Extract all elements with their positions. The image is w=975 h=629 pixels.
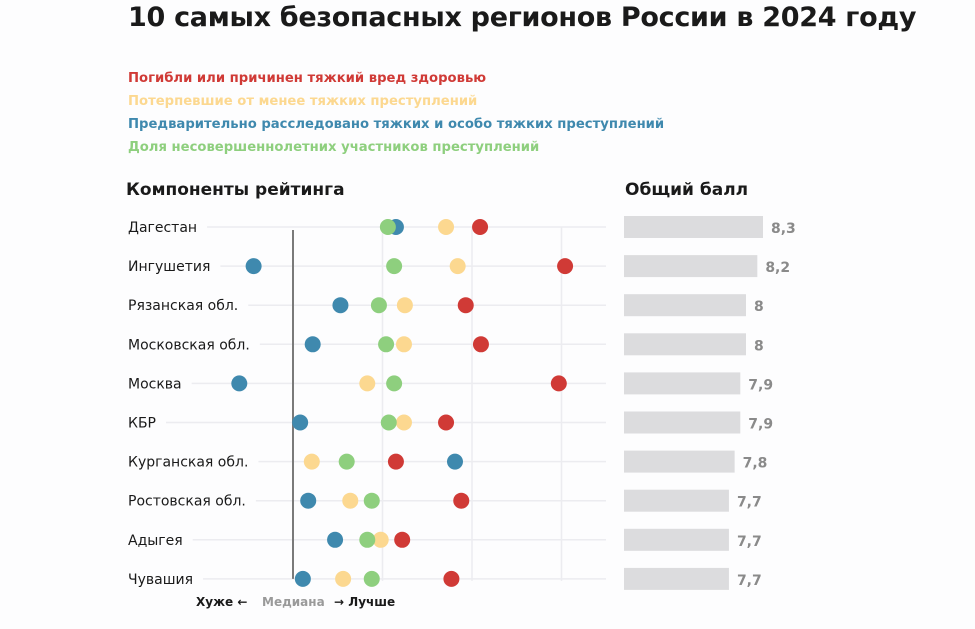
data-point (363, 492, 380, 509)
score-label: 7,8 (743, 456, 768, 472)
score-label: 7,9 (748, 377, 773, 393)
score-label: 8 (754, 299, 764, 315)
data-point (372, 531, 389, 548)
score-bar (624, 489, 729, 512)
data-point (438, 414, 455, 431)
score-label: 7,9 (748, 417, 773, 433)
data-point (300, 492, 317, 509)
legend-item-killed: Погибли или причинен тяжкий вред здоровь… (128, 71, 487, 86)
score-bar (624, 333, 746, 356)
score-label: 8,3 (771, 221, 796, 237)
score-bar (624, 372, 741, 395)
chart-title: 10 самых безопасных регионов России в 20… (128, 2, 917, 33)
data-point (245, 258, 262, 275)
score-label: 7,7 (737, 573, 762, 589)
data-point (446, 453, 463, 470)
axis-note-median: Медиана (262, 595, 325, 609)
score-label: 7,7 (737, 534, 762, 550)
score-bar (624, 411, 741, 434)
data-point (327, 531, 344, 548)
legend-item-minors: Доля несовершеннолетних участников прест… (128, 140, 540, 155)
data-point (394, 531, 411, 548)
data-point (380, 414, 397, 431)
data-point (363, 570, 380, 587)
score-bar (624, 255, 758, 278)
data-point (395, 414, 412, 431)
score-bar (624, 567, 729, 590)
score-bar (624, 216, 763, 238)
components-heading: Компоненты рейтинга (126, 180, 345, 200)
data-point (386, 375, 403, 392)
row-label: Дагестан (128, 220, 197, 236)
data-point (335, 570, 352, 587)
data-point (457, 297, 474, 314)
data-point (304, 336, 321, 353)
data-point (557, 258, 574, 275)
data-point (231, 375, 248, 392)
row-label: Москва (128, 376, 182, 392)
data-point (379, 219, 396, 235)
data-point (396, 297, 413, 314)
row-label: Рязанская обл. (128, 298, 238, 314)
data-point (292, 414, 309, 431)
score-label: 8 (754, 338, 764, 354)
data-point (472, 219, 489, 235)
data-point (359, 375, 376, 392)
row-label: Чувашия (128, 572, 193, 588)
score-label: 7,7 (737, 495, 762, 511)
score-label: 8,2 (765, 260, 790, 276)
row-label: Курганская обл. (128, 455, 248, 471)
data-point (359, 531, 376, 548)
legend-item-victims: Потерпевшие от менее тяжких преступлений (128, 94, 478, 109)
data-point (378, 336, 395, 353)
data-point (438, 219, 455, 235)
row-label: Адыгея (128, 533, 183, 549)
data-point (387, 453, 404, 470)
legend-item-investigated: Предварительно расследовано тяжких и осо… (128, 117, 665, 132)
row-label: Ингушетия (128, 259, 210, 275)
legend: Погибли или причинен тяжкий вред здоровь… (128, 67, 664, 159)
row-label: Московская обл. (128, 337, 250, 353)
score-bar (624, 450, 735, 473)
axis-note-worse: Хуже ← (196, 595, 248, 609)
data-point (303, 453, 320, 470)
row-label: КБР (128, 416, 156, 432)
data-point (453, 492, 470, 509)
data-point (294, 570, 311, 587)
data-point (472, 336, 489, 353)
data-point (395, 336, 412, 353)
data-point (386, 258, 403, 275)
score-bar (624, 528, 729, 551)
data-point (342, 492, 359, 509)
data-point (443, 570, 460, 587)
row-label: Ростовская обл. (128, 494, 246, 510)
data-point (449, 258, 466, 275)
data-point (338, 453, 355, 470)
axis-note-better: → Лучше (334, 595, 396, 609)
total-score-heading: Общий балл (625, 180, 749, 200)
data-point (332, 297, 349, 314)
data-point (370, 297, 387, 314)
data-point (550, 375, 567, 392)
score-bar (624, 294, 746, 317)
